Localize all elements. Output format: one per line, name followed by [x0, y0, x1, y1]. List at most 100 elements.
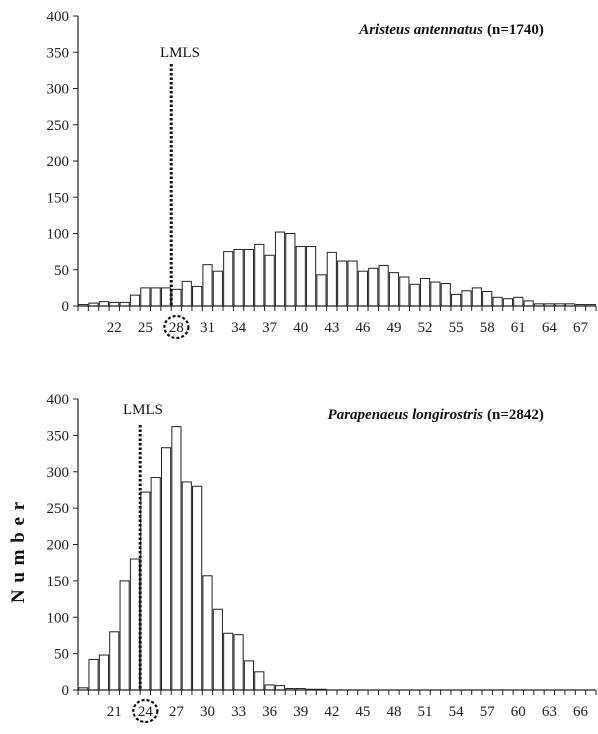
x-tick-label: 27: [169, 704, 185, 720]
bar: [192, 485, 203, 691]
species-name: Parapenaeus longirostris: [328, 407, 484, 423]
bar: [202, 575, 213, 691]
bar: [254, 243, 265, 307]
x-tick-label: 57: [480, 704, 496, 720]
bar: [471, 287, 482, 307]
bar: [326, 251, 337, 307]
x-tick-label: 54: [449, 704, 465, 720]
x-tick-label: 39: [293, 704, 308, 720]
species-name: Aristeus antennatus: [358, 22, 483, 38]
x-tick-label: 60: [511, 704, 526, 720]
bar: [98, 654, 109, 691]
x-tick-label: 33: [231, 704, 246, 720]
bar: [264, 684, 275, 691]
y-tick-label: 400: [47, 9, 70, 25]
x-tick-label: 58: [480, 320, 495, 336]
x-tick-label: 40: [293, 320, 308, 336]
lmls-label: LMLS: [160, 45, 200, 61]
y-tick-label: 350: [47, 45, 70, 61]
bar: [502, 298, 514, 307]
bar: [171, 426, 182, 691]
y-tick-label: 250: [47, 118, 70, 134]
y-tick-label: 0: [62, 683, 70, 699]
x-tick-label: 24: [138, 704, 154, 720]
lmls-highlight-circle: [132, 698, 159, 724]
bar: [492, 296, 503, 307]
x-tick-label: 52: [418, 320, 433, 336]
bar: [388, 272, 400, 307]
y-tick-label: 150: [47, 574, 70, 590]
bar: [482, 291, 493, 307]
x-tick-label: 67: [573, 320, 589, 336]
chart-panel-parapenaeus-longirostris: Parapenaeus longirostris (n=2842) LMLS 0…: [47, 392, 597, 724]
bar: [409, 283, 420, 307]
bar: [129, 294, 141, 307]
x-tick-label: 34: [231, 320, 247, 336]
bar: [129, 558, 141, 691]
x-tick-label: 46: [355, 320, 371, 336]
bar: [274, 685, 286, 691]
bar: [233, 634, 244, 691]
bar: [119, 580, 130, 691]
x-tick-label: 30: [200, 704, 215, 720]
lmls-label: LMLS: [123, 402, 163, 418]
bar: [295, 246, 306, 307]
bar: [451, 293, 462, 307]
x-tick-label: 28: [169, 320, 184, 336]
bar: [306, 246, 317, 307]
bar: [192, 285, 203, 307]
y-axis-label: N u m b e r: [8, 501, 29, 603]
y-tick-label: 200: [47, 538, 70, 554]
lmls-highlight-circle: [163, 314, 190, 340]
bar: [88, 658, 99, 691]
x-tick-label: 31: [200, 320, 215, 336]
bar: [461, 290, 472, 307]
bar: [264, 254, 275, 307]
bar: [150, 287, 161, 307]
bar: [378, 264, 389, 307]
bar: [212, 608, 223, 691]
bar: [243, 660, 255, 691]
sample-size: (n=1740): [487, 22, 544, 38]
x-tick-label: 66: [573, 704, 589, 720]
bar: [223, 251, 234, 307]
bar: [347, 260, 358, 307]
bar: [419, 277, 431, 307]
bar: [357, 270, 368, 307]
x-tick-label: 64: [542, 320, 558, 336]
y-tick-label: 300: [47, 82, 70, 98]
x-tick-label: 63: [542, 704, 557, 720]
bar: [160, 287, 172, 307]
bar: [399, 276, 410, 307]
x-tick-label: 37: [262, 320, 278, 336]
bar: [160, 447, 172, 691]
y-tick-label: 350: [47, 428, 70, 444]
bar: [368, 267, 379, 307]
x-tick-label: 49: [386, 320, 401, 336]
bar: [150, 477, 161, 691]
y-tick-label: 300: [47, 465, 70, 481]
bar: [233, 248, 244, 307]
chart-panel-aristeus-antennatus: Aristeus antennatus (n=1740) LMLS 0 50 100…: [47, 9, 597, 340]
bar: [171, 288, 182, 307]
y-tick-label: 100: [47, 610, 70, 626]
sample-size: (n=2842): [487, 407, 544, 423]
x-tick-label: 22: [107, 320, 122, 336]
x-tick-label: 48: [386, 704, 401, 720]
y-tick-label: 150: [47, 190, 70, 206]
bar: [223, 632, 234, 691]
bar: [109, 631, 120, 691]
y-tick-label: 50: [54, 263, 69, 279]
y-tick-label: 400: [47, 392, 70, 408]
bar: [440, 283, 451, 307]
x-tick-label: 61: [511, 320, 526, 336]
bar: [430, 281, 441, 307]
bar: [337, 260, 348, 307]
y-tick-label: 250: [47, 501, 70, 517]
y-tick-label: 100: [47, 227, 70, 243]
bar: [98, 301, 109, 307]
bar: [274, 231, 286, 307]
bar: [285, 233, 296, 307]
bar: [140, 287, 151, 307]
